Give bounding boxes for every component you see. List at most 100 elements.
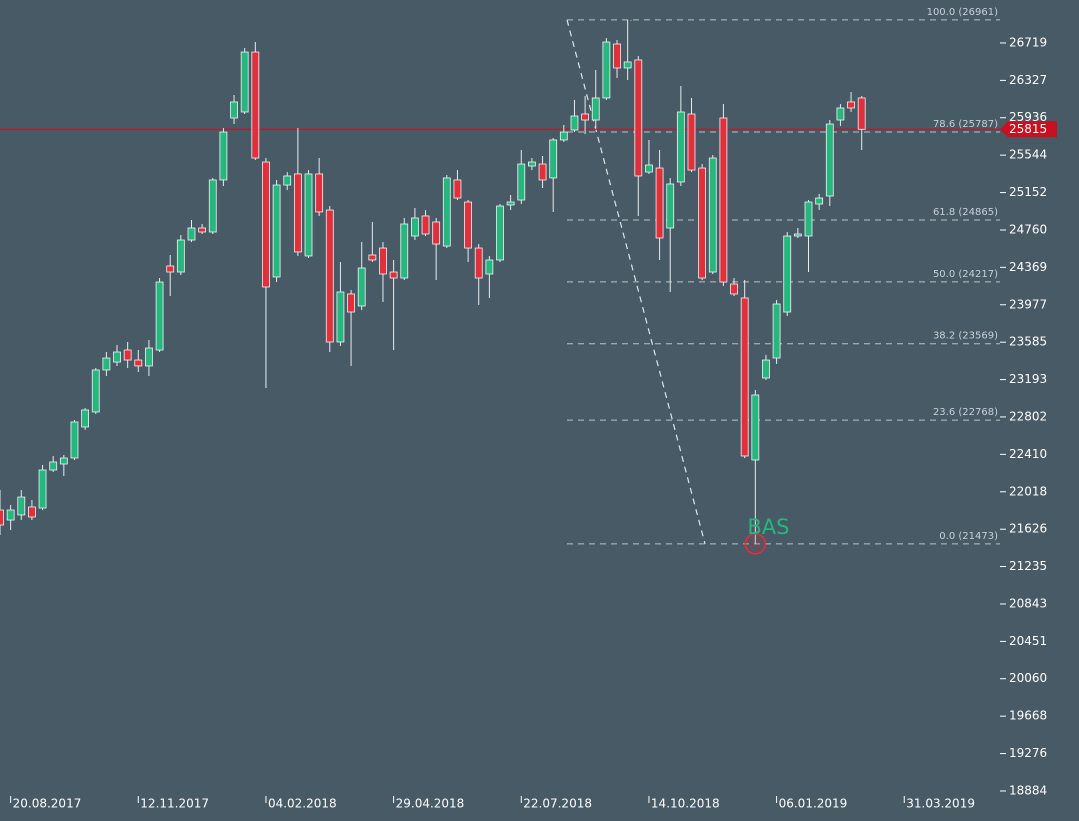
candle-body [336, 291, 345, 343]
last-price-tag [1000, 121, 1057, 138]
y-tick-label: 20451 [1009, 634, 1047, 648]
candle-body [676, 111, 685, 183]
x-tick-label: 20.08.2017 [13, 797, 82, 811]
candle-body [219, 131, 228, 181]
candle-body [357, 267, 366, 307]
candle-body [666, 183, 675, 229]
candle-body [591, 97, 600, 121]
candle-body [145, 347, 153, 367]
y-tick-label: 24369 [1009, 260, 1047, 274]
candle-body [28, 506, 36, 518]
candle-body [0, 509, 4, 526]
candle-body [825, 123, 834, 197]
candle-body [347, 293, 355, 313]
candle-body [474, 247, 483, 279]
candle-body [49, 461, 58, 471]
fib-label: 50.0 (24217) [933, 269, 998, 280]
candle-body [262, 161, 270, 288]
fib-label: 38.2 (23569) [933, 331, 998, 342]
y-tick-label: 21626 [1009, 522, 1047, 536]
candle-body [857, 97, 866, 130]
y-tick-label: 19276 [1009, 746, 1047, 760]
candle-body [134, 359, 143, 367]
candle-body [59, 457, 68, 465]
y-tick-label: 26719 [1009, 35, 1047, 49]
candle-body [581, 113, 590, 121]
candle-body [698, 167, 707, 279]
y-tick-label: 26327 [1009, 73, 1047, 87]
candle-body [485, 259, 494, 275]
candle-body [400, 223, 409, 279]
candle-body [496, 205, 504, 261]
x-tick-label: 14.10.2018 [651, 797, 720, 811]
candle-body [166, 265, 175, 273]
candle-body [187, 227, 196, 241]
candle-body [368, 254, 377, 261]
candle-body [847, 101, 855, 109]
y-tick-label: 18884 [1009, 784, 1047, 798]
candle-body [730, 283, 738, 295]
annotation-label: BAS [747, 515, 789, 539]
candle-body [623, 61, 632, 69]
candle-body [17, 496, 26, 516]
candle-body [528, 161, 536, 167]
x-tick-label: 31.03.2019 [906, 797, 975, 811]
candle-body [762, 359, 770, 379]
candle-body [793, 233, 802, 237]
fib-label: 23.6 (22768) [933, 407, 998, 418]
candle-body [304, 173, 313, 257]
candle-body [421, 215, 430, 235]
candle-body [272, 184, 281, 278]
candle-body [293, 173, 302, 253]
y-tick-label: 19668 [1009, 709, 1047, 723]
candle-body [740, 297, 749, 457]
y-tick-label: 22018 [1009, 484, 1047, 498]
y-tick-label: 22802 [1009, 409, 1047, 423]
candle-body [517, 163, 526, 201]
y-tick-label: 25152 [1009, 185, 1047, 199]
candle-body [708, 157, 717, 273]
candle-body [432, 221, 441, 245]
fib-label: 61.8 (24865) [933, 207, 998, 218]
candle-body [602, 41, 611, 99]
candle-body [570, 115, 579, 131]
y-tick-label: 21235 [1009, 559, 1047, 573]
candle-body [464, 201, 472, 249]
candle-body [751, 394, 760, 461]
candle-body [123, 349, 132, 361]
y-tick-label: 23585 [1009, 335, 1047, 349]
y-tick-label: 25936 [1009, 110, 1047, 124]
y-tick-label: 22410 [1009, 447, 1047, 461]
last-price-label: 25815 [1009, 122, 1047, 136]
y-tick-label: 20843 [1009, 596, 1047, 610]
candle-body [251, 51, 260, 159]
low-marker [744, 533, 767, 555]
candle-body [410, 217, 419, 237]
candle-body [719, 117, 728, 283]
y-tick-label: 24760 [1009, 222, 1047, 236]
x-tick-label: 04.02.2018 [268, 797, 337, 811]
candle-body [442, 177, 451, 247]
candle-body [645, 164, 653, 173]
candle-body [81, 409, 90, 428]
candle-body [815, 197, 824, 205]
candle-body [549, 139, 558, 179]
x-tick-label: 22.07.2018 [523, 797, 592, 811]
candle-body [655, 167, 664, 239]
x-tick-label: 06.01.2019 [779, 797, 848, 811]
candle-body [230, 101, 238, 119]
y-tick-label: 25544 [1009, 148, 1047, 162]
candle-body [538, 163, 547, 181]
candle-body [783, 235, 792, 313]
candle-body [176, 239, 185, 273]
candle-body [113, 351, 121, 363]
candle-body [38, 469, 47, 509]
candle-body [198, 227, 207, 233]
candle-body [613, 43, 621, 69]
candle-body [325, 209, 334, 343]
y-tick-label: 23193 [1009, 372, 1047, 386]
fib-label: 78.6 (25787) [933, 119, 998, 130]
candle-body [772, 303, 781, 359]
candle-body [559, 131, 568, 141]
